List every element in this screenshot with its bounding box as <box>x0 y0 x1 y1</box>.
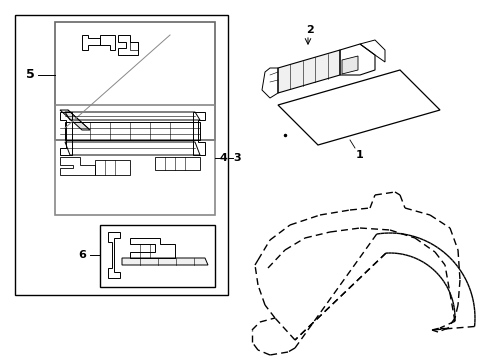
Bar <box>100 225 215 287</box>
Polygon shape <box>278 50 339 93</box>
Text: 4: 4 <box>220 153 227 163</box>
Text: 6: 6 <box>78 250 86 260</box>
Bar <box>55 105 215 215</box>
Polygon shape <box>60 110 90 130</box>
Text: 2: 2 <box>305 25 313 35</box>
Bar <box>15 15 227 295</box>
Polygon shape <box>341 56 357 74</box>
Bar <box>55 22 215 140</box>
Polygon shape <box>122 258 207 265</box>
Text: 3: 3 <box>232 153 240 163</box>
Text: 1: 1 <box>355 150 363 160</box>
Text: 5: 5 <box>25 68 34 81</box>
